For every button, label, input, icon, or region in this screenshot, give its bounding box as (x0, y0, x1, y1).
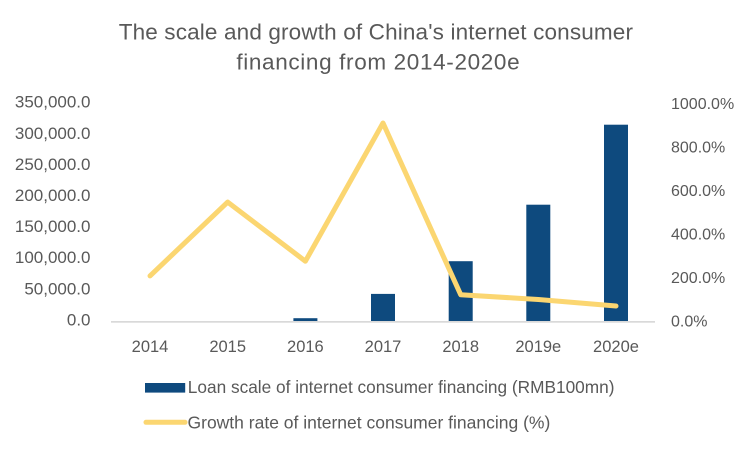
svg-text:350,000.0: 350,000.0 (15, 93, 91, 112)
svg-text:Loan scale of internet consume: Loan scale of internet consumer financin… (188, 377, 615, 397)
svg-text:300,000.0: 300,000.0 (15, 124, 91, 143)
svg-text:Growth rate of internet consum: Growth rate of internet consumer financi… (188, 412, 551, 432)
svg-text:2019e: 2019e (515, 338, 561, 356)
svg-text:200,000.0: 200,000.0 (15, 186, 91, 205)
svg-text:0.0%: 0.0% (671, 314, 707, 331)
svg-text:2016: 2016 (287, 338, 324, 356)
svg-text:2015: 2015 (209, 338, 246, 356)
svg-text:100,000.0: 100,000.0 (15, 248, 91, 267)
svg-text:800.0%: 800.0% (671, 139, 725, 156)
svg-text:financing from 2014-2020e: financing from 2014-2020e (236, 50, 520, 75)
svg-text:200.0%: 200.0% (671, 270, 725, 287)
svg-text:2014: 2014 (132, 338, 169, 356)
svg-text:2020e: 2020e (593, 338, 639, 356)
svg-text:0.0: 0.0 (67, 310, 91, 329)
svg-text:1000.0%: 1000.0% (671, 96, 734, 113)
svg-text:600.0%: 600.0% (671, 183, 725, 200)
svg-text:250,000.0: 250,000.0 (15, 155, 91, 174)
svg-text:150,000.0: 150,000.0 (15, 217, 91, 236)
svg-text:The scale and growth of China': The scale and growth of China's internet… (119, 20, 634, 45)
svg-text:400.0%: 400.0% (671, 226, 725, 243)
svg-text:50,000.0: 50,000.0 (24, 279, 90, 298)
svg-text:2018: 2018 (442, 338, 479, 356)
svg-text:2017: 2017 (365, 338, 402, 356)
